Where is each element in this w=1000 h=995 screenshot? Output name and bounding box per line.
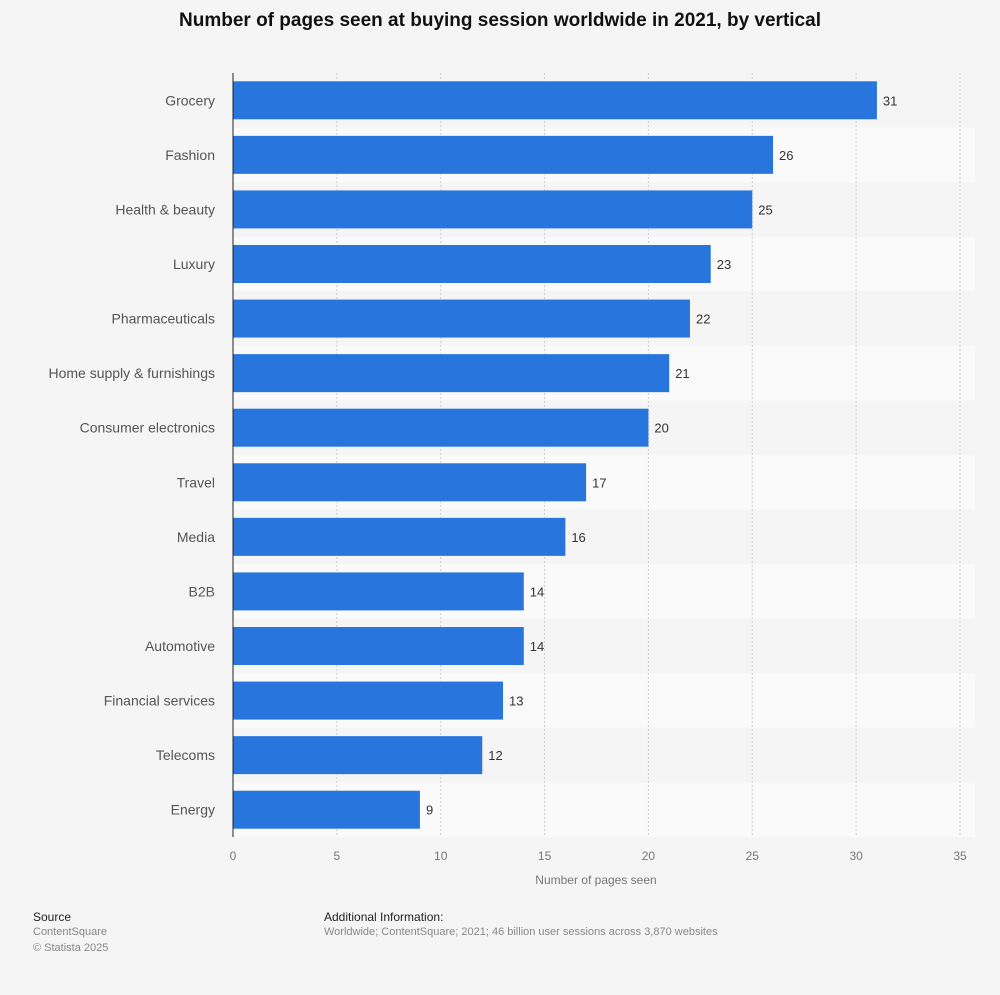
category-label: Grocery [165, 92, 215, 108]
bar[interactable] [233, 736, 483, 775]
category-label: Consumer electronics [80, 420, 215, 436]
row-bands [233, 73, 975, 837]
value-label: 13 [509, 694, 523, 709]
bar[interactable] [233, 354, 670, 393]
x-tick-label: 25 [746, 849, 760, 863]
value-label: 16 [571, 530, 585, 545]
bar[interactable] [233, 790, 420, 829]
source-name[interactable]: ContentSquare [33, 926, 107, 938]
x-tick-label: 30 [849, 849, 863, 863]
bar[interactable] [233, 572, 524, 611]
category-label: Telecoms [156, 747, 215, 763]
value-label: 14 [530, 584, 544, 599]
category-label: Travel [177, 474, 215, 490]
value-label: 12 [488, 748, 502, 763]
value-label: 26 [779, 148, 793, 163]
category-label: B2B [189, 583, 215, 599]
category-label: Automotive [145, 638, 215, 654]
bar[interactable] [233, 681, 504, 720]
value-labels: 31 26 25 23 22 21 20 17 16 14 14 13 12 9 [426, 93, 897, 817]
category-label: Media [177, 529, 215, 545]
bar[interactable] [233, 463, 587, 502]
x-axis-label: Number of pages seen [535, 873, 656, 887]
value-label: 17 [592, 475, 606, 490]
x-tick-label: 15 [538, 849, 552, 863]
category-label: Fashion [165, 147, 215, 163]
value-label: 14 [530, 639, 544, 654]
x-tick-labels: 0 5 10 15 20 25 30 35 [230, 849, 967, 863]
category-label: Health & beauty [115, 201, 215, 217]
x-tick-label: 0 [230, 849, 237, 863]
bar[interactable] [233, 81, 877, 120]
x-tick-label: 10 [434, 849, 448, 863]
bar[interactable] [233, 517, 566, 556]
chart-title: Number of pages seen at buying session w… [179, 10, 821, 31]
value-label: 25 [758, 202, 772, 217]
category-label: Luxury [173, 256, 215, 272]
value-label: 20 [654, 421, 668, 436]
bar[interactable] [233, 245, 711, 283]
bars [233, 81, 877, 829]
bar[interactable] [233, 190, 753, 229]
category-label: Financial services [104, 693, 215, 709]
value-label: 9 [426, 803, 433, 818]
x-tick-label: 20 [642, 849, 656, 863]
copyright: © Statista 2025 [33, 942, 109, 954]
category-label: Energy [171, 802, 215, 818]
additional-info-heading: Additional Information: [324, 910, 444, 924]
value-label: 31 [883, 93, 897, 108]
x-tick-label: 35 [953, 849, 967, 863]
value-label: 21 [675, 366, 689, 381]
category-labels: Grocery Fashion Health & beauty Luxury Pharm… [48, 92, 215, 817]
bar[interactable] [233, 627, 524, 665]
x-tick-label: 5 [334, 849, 341, 863]
value-label: 23 [717, 257, 731, 272]
additional-info-text: Worldwide; ContentSquare; 2021; 46 billi… [324, 926, 718, 938]
bar[interactable] [233, 299, 690, 338]
source-heading: Source [33, 910, 72, 924]
bar-chart: Grocery Fashion Health & beauty Luxury Pharm… [48, 73, 975, 887]
category-label: Home supply & furnishings [48, 365, 215, 381]
bar[interactable] [233, 408, 649, 447]
category-label: Pharmaceuticals [112, 311, 216, 327]
value-label: 22 [696, 312, 710, 327]
bar[interactable] [233, 135, 774, 174]
